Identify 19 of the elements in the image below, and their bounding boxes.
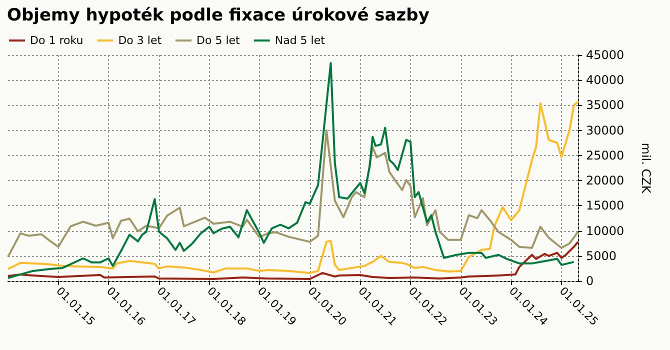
y-axis-title: mil. CZK	[639, 142, 653, 194]
y-tick-label: 25000	[586, 148, 624, 162]
line-series	[7, 100, 579, 274]
y-tick-label: 40000	[586, 73, 624, 88]
line-series	[7, 129, 579, 258]
legend-label: Do 5 let	[196, 34, 241, 47]
line-series	[7, 62, 575, 279]
legend-label: Nad 5 let	[274, 34, 326, 47]
legend-label: Do 3 let	[118, 34, 162, 47]
y-tick-label: 45000	[586, 48, 624, 62]
y-tick-label: 0	[586, 274, 594, 288]
y-tick-label: 20000	[586, 174, 624, 188]
y-tick-label: 10000	[586, 224, 624, 238]
y-tick-label: 15000	[586, 198, 624, 213]
legend-label: Do 1 roku	[30, 34, 84, 47]
y-tick-label: 35000	[586, 98, 624, 112]
chart-title: Objemy hypoték podle fixace úrokové sazby	[7, 6, 430, 26]
y-tick-label: 5000	[586, 248, 617, 263]
y-tick-label: 30000	[586, 123, 624, 138]
